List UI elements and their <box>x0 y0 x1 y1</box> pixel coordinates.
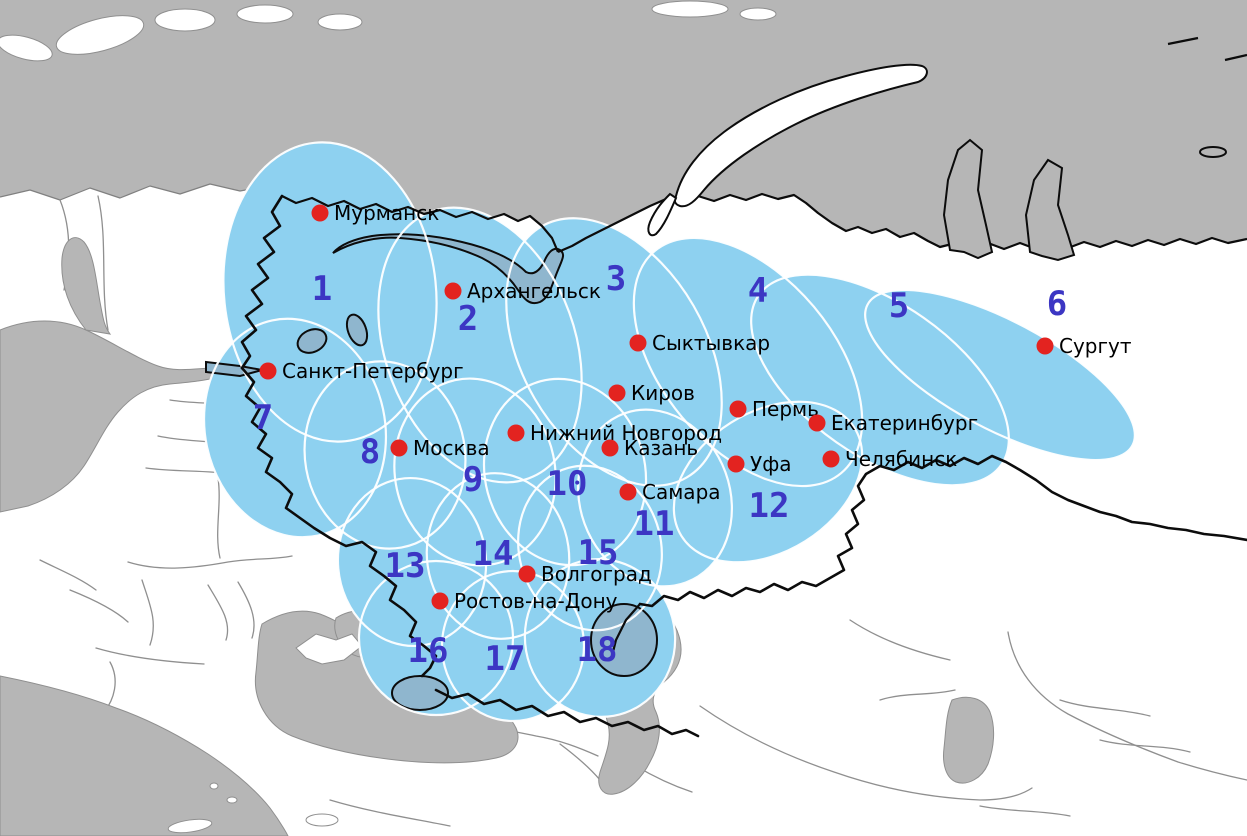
coverage-beam-outline-12 <box>672 400 864 564</box>
mediterranean-sea <box>0 675 289 836</box>
zone-number-4: 4 <box>748 271 768 311</box>
coverage-beam-6 <box>865 289 1135 461</box>
city-label: Санкт-Петербург <box>282 359 464 383</box>
coverage-beam-outline-14 <box>425 472 571 640</box>
coverage-beam-outline-18 <box>523 558 677 718</box>
coverage-beam-outlines <box>202 141 1136 723</box>
coverage-beam-outline-8 <box>303 360 467 550</box>
city-label: Сургут <box>1059 334 1132 358</box>
city-label: Москва <box>413 436 490 460</box>
city-dot <box>729 400 747 418</box>
city-label: Сыктывкар <box>652 331 770 355</box>
city-label: Архангельск <box>467 279 601 303</box>
zone-number-8: 8 <box>360 432 380 472</box>
kazakhstan-border <box>638 454 1247 608</box>
city-dot <box>808 414 826 432</box>
country-borders <box>39 195 1247 827</box>
lake-ladoga <box>296 328 328 354</box>
zone-number-1: 1 <box>312 269 332 309</box>
zone-number-15: 15 <box>578 533 619 573</box>
zone-number-13: 13 <box>385 546 426 586</box>
city-label: Волгоград <box>541 562 652 586</box>
city-dot <box>518 565 536 583</box>
novaya-zemlya <box>673 63 928 208</box>
city-dot <box>727 455 745 473</box>
zone-number-18: 18 <box>577 630 618 670</box>
zone-number-14: 14 <box>473 534 514 574</box>
aral-sea <box>943 696 995 784</box>
coverage-beam-outline-15 <box>517 464 663 632</box>
city-dot <box>1036 337 1054 355</box>
city-dot <box>601 439 619 457</box>
city-dot <box>311 204 329 222</box>
city-label: Казань <box>624 436 698 460</box>
city-dot <box>259 362 277 380</box>
caucasus-border <box>434 688 700 738</box>
city-dot <box>507 424 525 442</box>
city-label: Ростов-на-Дону <box>454 589 618 613</box>
water-under-coverage <box>205 233 658 711</box>
coverage-beam-outline-7 <box>202 317 388 539</box>
city-label: Нижний Новгород <box>530 421 722 445</box>
zone-number-5: 5 <box>889 286 909 326</box>
finland-russia-border <box>240 194 284 370</box>
city-markers: Мурманск Архангельск Санкт-Петербург Сыктыв… <box>259 201 1132 613</box>
west-russia-border <box>240 366 438 678</box>
coverage-beam-outline-16 <box>357 559 515 717</box>
coverage-beam-outline-6 <box>864 288 1136 462</box>
coverage-beam-outline-11 <box>576 408 734 588</box>
baltic-sea <box>0 320 238 513</box>
zone-number-12: 12 <box>749 486 790 526</box>
zone-number-3: 3 <box>606 259 626 299</box>
coverage-beam-outline-10 <box>482 377 648 567</box>
city-dot <box>431 592 449 610</box>
city-label: Уфа <box>750 452 792 476</box>
zone-number-17: 17 <box>485 639 526 679</box>
russia-borders <box>240 36 1247 738</box>
city-label: Пермь <box>752 397 819 421</box>
coverage-beam-outline-13 <box>336 476 488 648</box>
city-label: Екатеринбург <box>831 411 978 435</box>
city-label: Мурманск <box>334 201 439 225</box>
novaya-zemlya-south <box>647 192 678 237</box>
arctic-islands <box>0 0 777 834</box>
zone-number-7: 7 <box>253 398 273 438</box>
city-dot <box>629 334 647 352</box>
coverage-beam-outline-5 <box>750 273 1010 487</box>
gulf-of-finland <box>205 360 263 378</box>
cyprus <box>305 813 339 827</box>
city-label: Киров <box>631 381 695 405</box>
coverage-beam-outline-1 <box>222 141 438 443</box>
zone-number-10: 10 <box>547 464 588 504</box>
crete <box>167 818 213 834</box>
caspian-nw-coast <box>610 603 641 657</box>
coverage-beam-12 <box>673 401 863 563</box>
coverage-beam-5 <box>751 274 1009 486</box>
lake-onega <box>345 313 369 347</box>
coverage-beam-outline-9 <box>393 377 557 567</box>
zone-number-16: 16 <box>408 631 449 671</box>
zone-number-9: 9 <box>463 460 483 500</box>
city-dot <box>444 282 462 300</box>
city-dot <box>390 439 408 457</box>
caspian-nw-under-beam <box>590 603 658 677</box>
city-dot <box>608 384 626 402</box>
yamal-peninsula <box>942 138 994 260</box>
zone-number-6: 6 <box>1047 284 1067 324</box>
zone-number-2: 2 <box>458 299 478 339</box>
gydan-peninsula <box>1024 158 1076 262</box>
zone-number-11: 11 <box>634 504 675 544</box>
coverage-beam-outline-4 <box>632 236 864 488</box>
city-dot <box>619 483 637 501</box>
city-label: Челябинск <box>845 447 957 471</box>
gulf-of-bothnia <box>61 237 112 335</box>
white-sea <box>332 233 565 305</box>
city-label: Самара <box>642 480 721 504</box>
city-dot <box>822 450 840 468</box>
coverage-beam-outline-17 <box>440 569 586 723</box>
blacksea-ne-under-beam <box>391 675 449 711</box>
